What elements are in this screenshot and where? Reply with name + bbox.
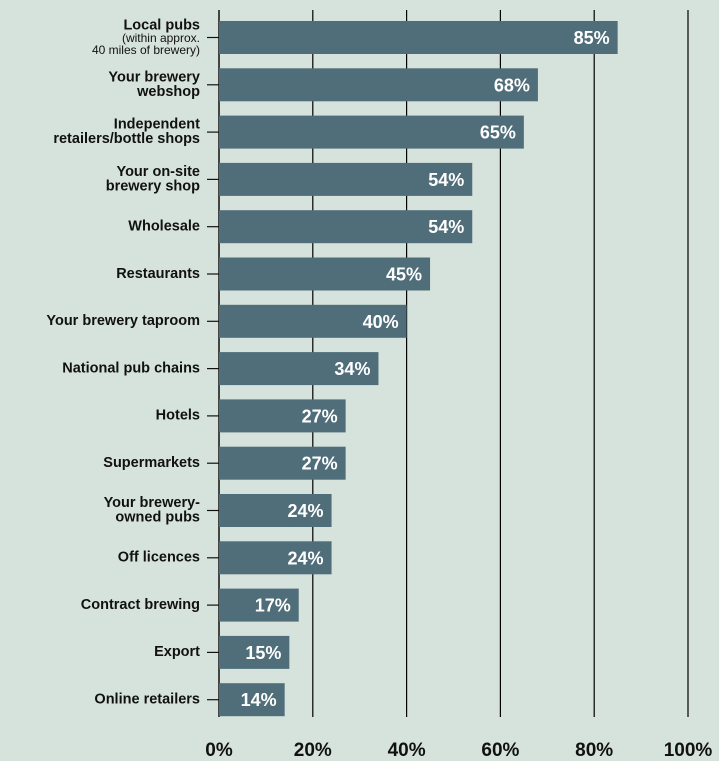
- x-tick-label: 100%: [664, 740, 713, 761]
- category-label-line: Your on-site: [116, 164, 200, 180]
- category-sublabel-line: (within approx.: [122, 31, 200, 45]
- bar-value-label: 15%: [245, 643, 281, 663]
- bar-value-label: 17%: [255, 596, 291, 616]
- category-label-line: retailers/bottle shops: [53, 131, 200, 147]
- category-sublabel-line: 40 miles of brewery): [92, 43, 200, 57]
- bar: [219, 588, 299, 622]
- bar: [219, 257, 431, 291]
- category-label-line: Independent: [114, 117, 200, 133]
- category-label-line: Restaurants: [116, 266, 200, 282]
- bar-value-label: 54%: [428, 217, 464, 237]
- category-label: Your brewery-owned pubs: [104, 495, 201, 526]
- category-label-line: Your brewery-: [104, 495, 201, 511]
- category-label: Supermarkets: [103, 455, 200, 471]
- category-label: Restaurants: [116, 266, 200, 282]
- category-label: Your brewery taproom: [46, 313, 200, 329]
- category-label-line: Your brewery taproom: [46, 313, 200, 329]
- bar: [219, 352, 379, 386]
- category-label: National pub chains: [62, 360, 200, 376]
- x-tick-label: 60%: [481, 740, 519, 761]
- category-label: Online retailers: [94, 691, 200, 707]
- category-label-line: National pub chains: [62, 360, 200, 376]
- category-label-line: Your brewery: [108, 69, 200, 85]
- bar-value-label: 27%: [302, 454, 338, 474]
- category-label-line: webshop: [136, 84, 200, 100]
- category-label-line: Online retailers: [94, 691, 200, 707]
- bar-value-label: 14%: [241, 690, 277, 710]
- bar: [219, 446, 346, 480]
- bar-value-label: 40%: [363, 312, 399, 332]
- category-label-line: Export: [154, 644, 200, 660]
- x-tick-label: 20%: [294, 740, 332, 761]
- bar: [219, 399, 346, 433]
- category-label: Wholesale: [128, 218, 200, 234]
- bar: [219, 635, 290, 669]
- category-label-line: Off licences: [118, 550, 200, 566]
- bar: [219, 541, 332, 575]
- category-label-line: Supermarkets: [103, 455, 200, 471]
- bar: [219, 683, 285, 717]
- category-label: Export: [154, 644, 200, 660]
- category-label-line: Hotels: [156, 408, 200, 424]
- bar-value-label: 27%: [302, 406, 338, 426]
- bar-value-label: 34%: [334, 359, 370, 379]
- bar: [219, 115, 524, 149]
- bar: [219, 210, 473, 244]
- bar: [219, 21, 618, 54]
- category-label-line: Contract brewing: [81, 597, 200, 613]
- x-tick-label: 0%: [205, 740, 233, 761]
- category-label-line: Local pubs: [123, 17, 200, 33]
- bar-value-label: 65%: [480, 123, 516, 143]
- x-tick-label: 40%: [388, 740, 426, 761]
- bar-value-label: 68%: [494, 75, 530, 95]
- bar: [219, 68, 538, 102]
- category-label: Local pubs(within approx.40 miles of bre…: [92, 17, 200, 57]
- bar-value-label: 24%: [288, 501, 324, 521]
- bar-value-label: 54%: [428, 170, 464, 190]
- bar: [219, 494, 332, 527]
- category-label: Hotels: [156, 408, 200, 424]
- category-label-line: owned pubs: [115, 510, 200, 526]
- bar-value-label: 45%: [386, 265, 422, 285]
- category-label-line: Wholesale: [128, 218, 200, 234]
- bar: [219, 304, 407, 338]
- category-label-line: brewery shop: [106, 178, 200, 194]
- category-label: Off licences: [118, 550, 200, 566]
- bar: [219, 162, 473, 196]
- bar-value-label: 85%: [574, 28, 610, 48]
- bar-value-label: 24%: [288, 548, 324, 568]
- x-tick-label: 80%: [575, 740, 613, 761]
- category-label: Contract brewing: [81, 597, 200, 613]
